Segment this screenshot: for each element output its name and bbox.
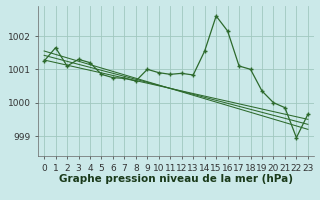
X-axis label: Graphe pression niveau de la mer (hPa): Graphe pression niveau de la mer (hPa) xyxy=(59,174,293,184)
